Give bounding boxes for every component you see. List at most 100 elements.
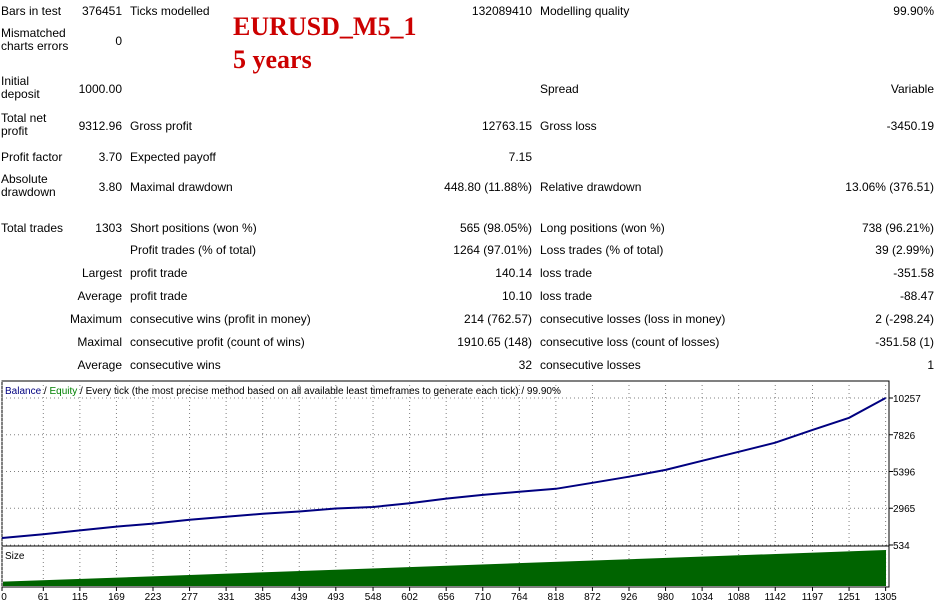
- maximum-label: Maximum: [69, 312, 122, 326]
- absdd-value: 3.80: [98, 180, 122, 194]
- x-axis-ticks: 0 61 115 169 223 277 331 385 439 493 548 602 656 710 7…: [1, 587, 897, 603]
- y-tick-label: 7826: [893, 431, 916, 442]
- netprofit-value: 9312.96: [78, 119, 122, 133]
- x-tick-label: 115: [72, 592, 88, 603]
- absdd-label: Absolute drawdown: [1, 172, 56, 199]
- ticks-label: Ticks modelled: [130, 4, 210, 18]
- avgwins-value: 32: [518, 358, 532, 372]
- pf-value: 3.70: [98, 150, 122, 164]
- x-tick-label: 1088: [728, 592, 751, 603]
- quality-value: 99.90%: [893, 4, 934, 18]
- mismatch-label: Mismatched charts errors: [1, 26, 69, 53]
- maxlosses-label: consecutive losses (loss in money): [540, 312, 726, 326]
- maxprofit-value: 1910.65 (148): [457, 335, 532, 349]
- maxdd-value: 448.80 (11.88%): [444, 180, 532, 194]
- size-area: [3, 550, 886, 586]
- x-tick-label: 61: [38, 592, 50, 603]
- mismatch-value: 0: [115, 34, 122, 48]
- maxwins-value: 214 (762.57): [463, 312, 532, 326]
- average-profit-label: profit trade: [130, 289, 188, 303]
- largest-loss-value: -351.58: [893, 266, 934, 280]
- x-tick-label: 764: [511, 592, 528, 603]
- maxloss-value: -351.58 (1): [875, 335, 934, 349]
- avgwins-label: consecutive wins: [130, 358, 221, 372]
- chart-legend: Balance / Equity / Every tick (the most …: [5, 386, 561, 397]
- long-value: 738 (96.21%): [861, 221, 934, 235]
- balance-chart: Balance / Equity / Every tick (the most …: [1, 380, 921, 603]
- x-tick-label: 872: [584, 592, 601, 603]
- netprofit-label: Total net profit: [1, 111, 47, 138]
- grossloss-value: -3450.19: [886, 119, 934, 133]
- maxdd-label: Maximal drawdown: [130, 180, 233, 194]
- x-tick-label: 493: [327, 592, 344, 603]
- ltrades-value: 39 (2.99%): [875, 243, 934, 257]
- average-loss-value: -88.47: [899, 289, 934, 303]
- average-loss-label: loss trade: [540, 289, 593, 303]
- y-axis-ticks: 10257 7826 5396 2965 534: [889, 394, 921, 552]
- bars-value: 376451: [81, 4, 122, 18]
- size-label: Size: [5, 551, 25, 562]
- x-tick-label: 1305: [874, 592, 897, 603]
- x-tick-label: 277: [181, 592, 198, 603]
- largest-label: Largest: [81, 266, 122, 280]
- legend-equity: Equity: [49, 386, 77, 397]
- x-tick-label: 385: [254, 592, 271, 603]
- x-tick-label: 926: [621, 592, 638, 603]
- payoff-value: 7.15: [508, 150, 532, 164]
- main-plot-frame: [1, 380, 890, 547]
- legend-separator: /: [41, 386, 49, 397]
- payoff-label: Expected payoff: [130, 150, 216, 164]
- trades-value: 1303: [95, 221, 122, 235]
- reldd-value: 13.06% (376.51): [845, 180, 934, 194]
- average-profit-value: 10.10: [501, 289, 532, 303]
- long-label: Long positions (won %): [540, 221, 665, 235]
- x-tick-label: 1034: [691, 592, 714, 603]
- pf-label: Profit factor: [1, 150, 63, 164]
- trades-label: Total trades: [1, 221, 64, 235]
- balance-series-line: [1, 397, 887, 539]
- x-tick-label: 169: [108, 592, 125, 603]
- ptrades-label: Profit trades (% of total): [130, 243, 257, 257]
- maxprofit-label: consecutive profit (count of wins): [130, 335, 305, 349]
- avglosses-value: 1: [927, 358, 934, 372]
- x-tick-label: 710: [474, 592, 491, 603]
- largest-profit-label: profit trade: [130, 266, 188, 280]
- grossprofit-value: 12763.15: [481, 119, 532, 133]
- spread-label: Spread: [540, 82, 579, 96]
- x-tick-label: 656: [438, 592, 455, 603]
- maxloss-label: consecutive loss (count of losses): [540, 335, 720, 349]
- x-tick-label: 1142: [764, 592, 786, 603]
- legend-balance: Balance: [5, 386, 42, 397]
- x-tick-label: 818: [548, 592, 565, 603]
- grossloss-label: Gross loss: [540, 119, 597, 133]
- average-label: Average: [77, 289, 122, 303]
- y-tick-label: 534: [893, 541, 910, 552]
- maximal-label: Maximal: [77, 335, 122, 349]
- deposit-value: 1000.00: [78, 82, 122, 96]
- maxwins-label: consecutive wins (profit in money): [130, 312, 311, 326]
- reldd-label: Relative drawdown: [540, 180, 642, 194]
- ptrades-value: 1264 (97.01%): [453, 243, 532, 257]
- largest-loss-label: loss trade: [540, 266, 593, 280]
- ltrades-label: Loss trades (% of total): [540, 243, 664, 257]
- bars-label: Bars in test: [1, 4, 62, 18]
- y-tick-label: 2965: [893, 504, 916, 515]
- avglosses-label: consecutive losses: [540, 358, 641, 372]
- largest-profit-value: 140.14: [495, 266, 532, 280]
- grossprofit-label: Gross profit: [130, 119, 193, 133]
- x-tick-label: 980: [657, 592, 674, 603]
- x-tick-label: 602: [401, 592, 418, 603]
- y-tick-label: 10257: [893, 394, 921, 405]
- ticks-value: 132089410: [471, 4, 532, 18]
- average2-label: Average: [77, 358, 122, 372]
- deposit-label: Initial deposit: [1, 74, 40, 101]
- y-tick-label: 5396: [893, 467, 916, 478]
- spread-value: Variable: [890, 82, 934, 96]
- legend-method: / Every tick (the most precise method ba…: [77, 386, 561, 397]
- short-label: Short positions (won %): [130, 221, 257, 235]
- overlay-title-symbol: EURUSD_M5_1: [233, 12, 417, 41]
- x-tick-label: 1197: [802, 592, 824, 603]
- x-tick-label: 548: [365, 592, 382, 603]
- overlay-title-period: 5 years: [233, 45, 312, 74]
- quality-label: Modelling quality: [540, 4, 630, 18]
